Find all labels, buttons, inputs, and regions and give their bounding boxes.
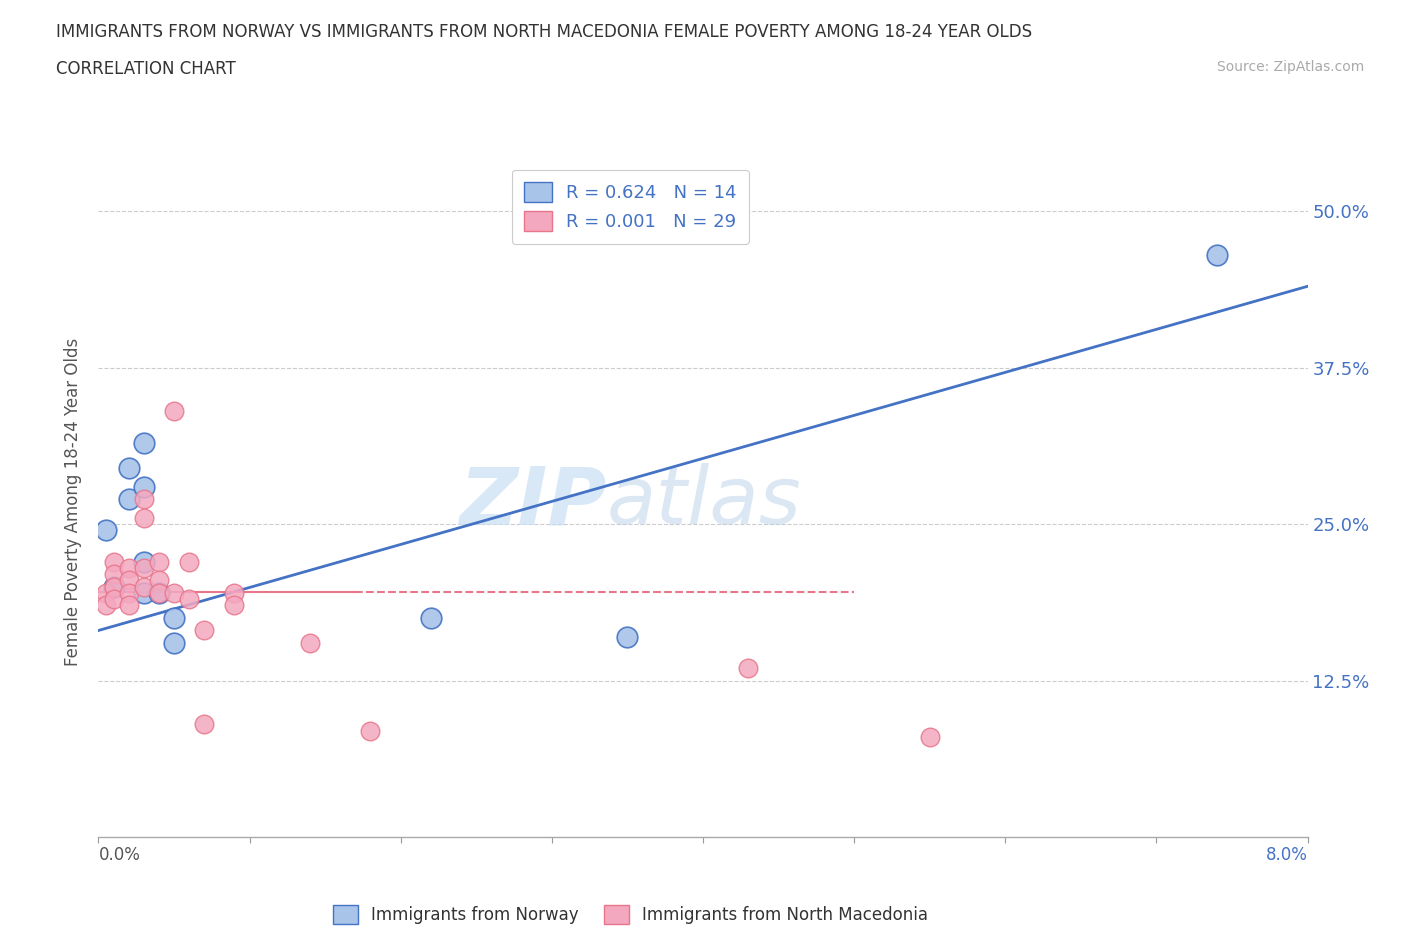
Point [299,635,322,650]
Point [420,610,443,625]
Point [918,729,941,744]
Point [224,586,246,601]
Point [132,492,155,507]
Point [163,404,186,418]
Point [103,566,125,581]
Point [103,579,125,594]
Point [94,523,117,538]
Point [163,635,186,650]
Text: atlas: atlas [606,463,801,541]
Y-axis label: Female Poverty Among 18-24 Year Olds: Female Poverty Among 18-24 Year Olds [65,339,83,666]
Text: 8.0%: 8.0% [1265,846,1308,864]
Point [163,610,186,625]
Point [193,717,215,732]
Point [94,586,117,601]
Point [132,479,155,494]
Point [132,554,155,569]
Point [148,586,170,601]
Point [163,586,186,601]
Legend: Immigrants from Norway, Immigrants from North Macedonia: Immigrants from Norway, Immigrants from … [325,897,936,930]
Point [148,554,170,569]
Point [103,591,125,606]
Point [179,591,201,606]
Point [737,660,759,675]
Point [94,598,117,613]
Point [224,598,246,613]
Point [360,724,382,738]
Text: Source: ZipAtlas.com: Source: ZipAtlas.com [1216,60,1364,74]
Point [616,630,638,644]
Point [148,573,170,588]
Text: CORRELATION CHART: CORRELATION CHART [56,60,236,78]
Point [118,492,141,507]
Point [132,579,155,594]
Point [132,511,155,525]
Point [118,598,141,613]
Text: 0.0%: 0.0% [98,846,141,864]
Point [132,435,155,450]
Point [193,623,215,638]
Point [103,579,125,594]
Point [118,460,141,475]
Point [118,586,141,601]
Point [148,586,170,601]
Point [132,561,155,576]
Text: IMMIGRANTS FROM NORWAY VS IMMIGRANTS FROM NORTH MACEDONIA FEMALE POVERTY AMONG 1: IMMIGRANTS FROM NORWAY VS IMMIGRANTS FRO… [56,23,1032,41]
Point [179,554,201,569]
Text: ZIP: ZIP [458,463,606,541]
Point [132,586,155,601]
Point [118,561,141,576]
Point [1206,247,1229,262]
Point [103,554,125,569]
Point [118,573,141,588]
